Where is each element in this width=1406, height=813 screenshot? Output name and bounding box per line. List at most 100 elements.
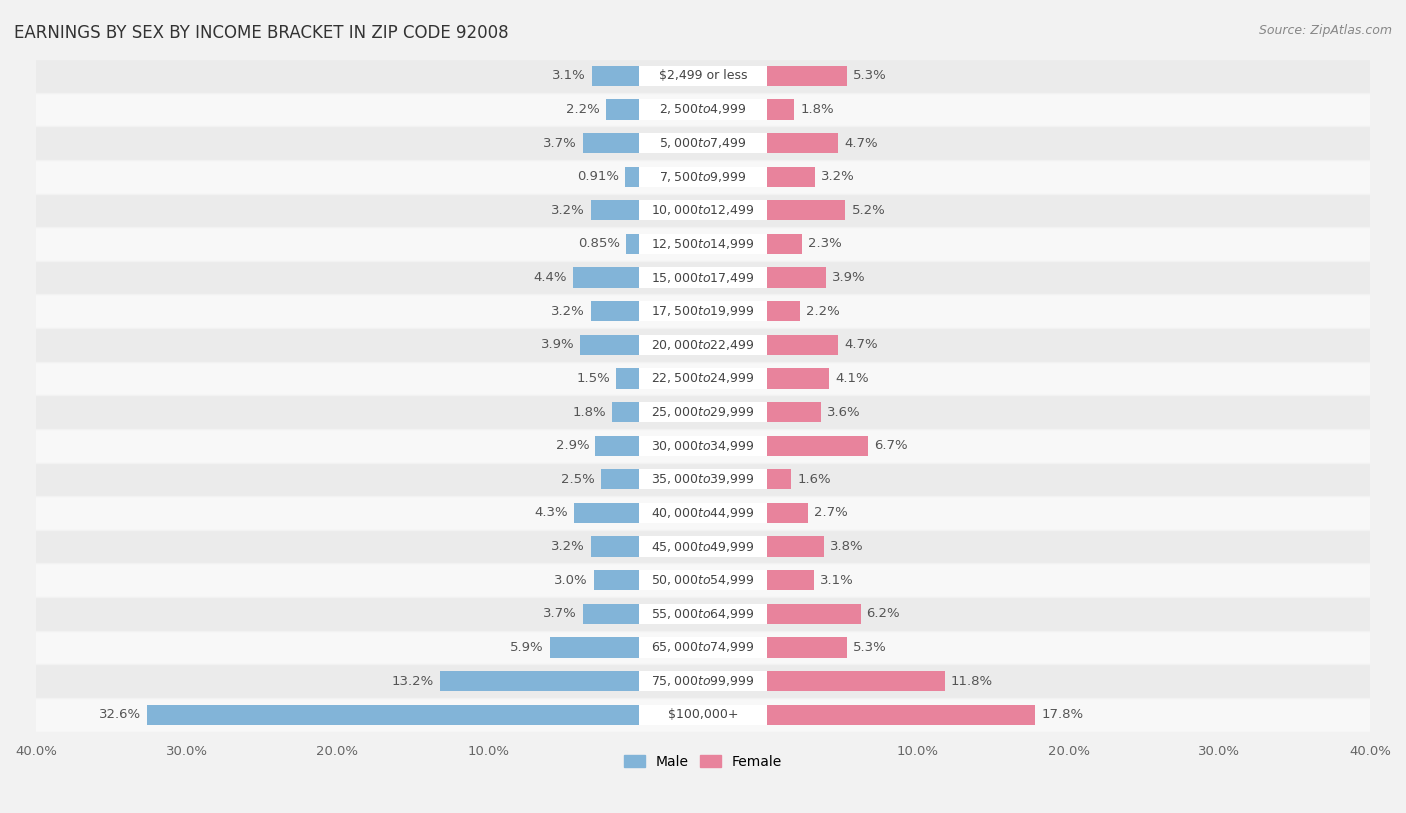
- Bar: [0, 563, 1406, 597]
- Text: $17,500 to $19,999: $17,500 to $19,999: [651, 304, 755, 318]
- Bar: [0, 664, 1406, 698]
- Text: 3.7%: 3.7%: [543, 607, 576, 620]
- Bar: [638, 267, 768, 288]
- Bar: [638, 368, 768, 389]
- Text: 32.6%: 32.6%: [100, 708, 142, 721]
- Bar: [0, 193, 1406, 227]
- Bar: [638, 705, 768, 724]
- Bar: [638, 402, 768, 422]
- Bar: [593, 570, 638, 590]
- Text: 3.2%: 3.2%: [821, 170, 855, 183]
- Bar: [591, 537, 638, 557]
- Text: 4.4%: 4.4%: [533, 271, 567, 284]
- Bar: [768, 436, 868, 456]
- Text: 4.7%: 4.7%: [844, 338, 877, 351]
- Bar: [0, 294, 1406, 328]
- Text: 3.0%: 3.0%: [554, 574, 588, 587]
- Text: $12,500 to $14,999: $12,500 to $14,999: [651, 237, 755, 251]
- Bar: [638, 503, 768, 523]
- Bar: [583, 133, 638, 153]
- Bar: [638, 335, 768, 355]
- Text: 1.8%: 1.8%: [572, 406, 606, 419]
- Text: 4.7%: 4.7%: [844, 137, 877, 150]
- Bar: [581, 335, 638, 355]
- Bar: [0, 227, 1406, 261]
- Text: 2.9%: 2.9%: [555, 439, 589, 452]
- Bar: [616, 368, 638, 389]
- Text: 3.2%: 3.2%: [551, 305, 585, 318]
- Bar: [638, 301, 768, 321]
- Bar: [0, 261, 1406, 294]
- Bar: [0, 496, 1406, 530]
- Bar: [595, 436, 638, 456]
- Bar: [638, 436, 768, 456]
- Text: 0.85%: 0.85%: [578, 237, 620, 250]
- Text: 2.2%: 2.2%: [806, 305, 839, 318]
- Bar: [768, 200, 845, 220]
- Bar: [0, 631, 1406, 664]
- Text: $5,000 to $7,499: $5,000 to $7,499: [659, 136, 747, 150]
- Text: 5.2%: 5.2%: [852, 204, 886, 217]
- Text: 3.6%: 3.6%: [827, 406, 860, 419]
- Bar: [591, 301, 638, 321]
- Bar: [583, 604, 638, 624]
- Text: 17.8%: 17.8%: [1042, 708, 1084, 721]
- Text: 3.9%: 3.9%: [540, 338, 574, 351]
- Text: 1.8%: 1.8%: [800, 103, 834, 116]
- Text: $50,000 to $54,999: $50,000 to $54,999: [651, 573, 755, 587]
- Text: 3.1%: 3.1%: [553, 69, 586, 82]
- Bar: [0, 160, 1406, 193]
- Text: $65,000 to $74,999: $65,000 to $74,999: [651, 641, 755, 654]
- Text: $45,000 to $49,999: $45,000 to $49,999: [651, 540, 755, 554]
- Text: EARNINGS BY SEX BY INCOME BRACKET IN ZIP CODE 92008: EARNINGS BY SEX BY INCOME BRACKET IN ZIP…: [14, 24, 509, 42]
- Bar: [638, 167, 768, 187]
- Text: 1.6%: 1.6%: [797, 473, 831, 486]
- Bar: [0, 698, 1406, 732]
- Bar: [638, 469, 768, 489]
- Bar: [638, 200, 768, 220]
- Text: 2.2%: 2.2%: [567, 103, 600, 116]
- Bar: [768, 133, 838, 153]
- Text: $35,000 to $39,999: $35,000 to $39,999: [651, 472, 755, 486]
- Text: $30,000 to $34,999: $30,000 to $34,999: [651, 439, 755, 453]
- Legend: Male, Female: Male, Female: [624, 754, 782, 768]
- Text: 3.8%: 3.8%: [831, 540, 865, 553]
- Text: 6.7%: 6.7%: [875, 439, 908, 452]
- Bar: [768, 167, 815, 187]
- Text: 5.3%: 5.3%: [853, 641, 887, 654]
- Bar: [768, 99, 794, 120]
- Text: 5.3%: 5.3%: [853, 69, 887, 82]
- Text: 11.8%: 11.8%: [950, 675, 993, 688]
- Bar: [638, 604, 768, 624]
- Bar: [440, 671, 638, 691]
- Bar: [0, 530, 1406, 563]
- Bar: [768, 301, 800, 321]
- Text: 4.3%: 4.3%: [534, 506, 568, 520]
- Bar: [574, 503, 638, 523]
- Text: 3.1%: 3.1%: [820, 574, 853, 587]
- Text: $15,000 to $17,499: $15,000 to $17,499: [651, 271, 755, 285]
- Bar: [550, 637, 638, 658]
- Text: $40,000 to $44,999: $40,000 to $44,999: [651, 506, 755, 520]
- Bar: [768, 368, 830, 389]
- Text: 3.2%: 3.2%: [551, 540, 585, 553]
- Bar: [638, 234, 768, 254]
- Bar: [0, 59, 1406, 93]
- Bar: [0, 362, 1406, 395]
- Bar: [768, 66, 846, 86]
- Text: 3.2%: 3.2%: [551, 204, 585, 217]
- Bar: [768, 503, 808, 523]
- Text: $75,000 to $99,999: $75,000 to $99,999: [651, 674, 755, 688]
- Bar: [768, 637, 846, 658]
- Bar: [638, 671, 768, 691]
- Bar: [626, 167, 638, 187]
- Bar: [148, 705, 638, 724]
- Bar: [0, 328, 1406, 362]
- Bar: [638, 99, 768, 120]
- Text: 2.3%: 2.3%: [808, 237, 842, 250]
- Bar: [768, 537, 824, 557]
- Bar: [768, 402, 821, 422]
- Text: 2.7%: 2.7%: [814, 506, 848, 520]
- Text: 1.5%: 1.5%: [576, 372, 610, 385]
- Bar: [768, 234, 801, 254]
